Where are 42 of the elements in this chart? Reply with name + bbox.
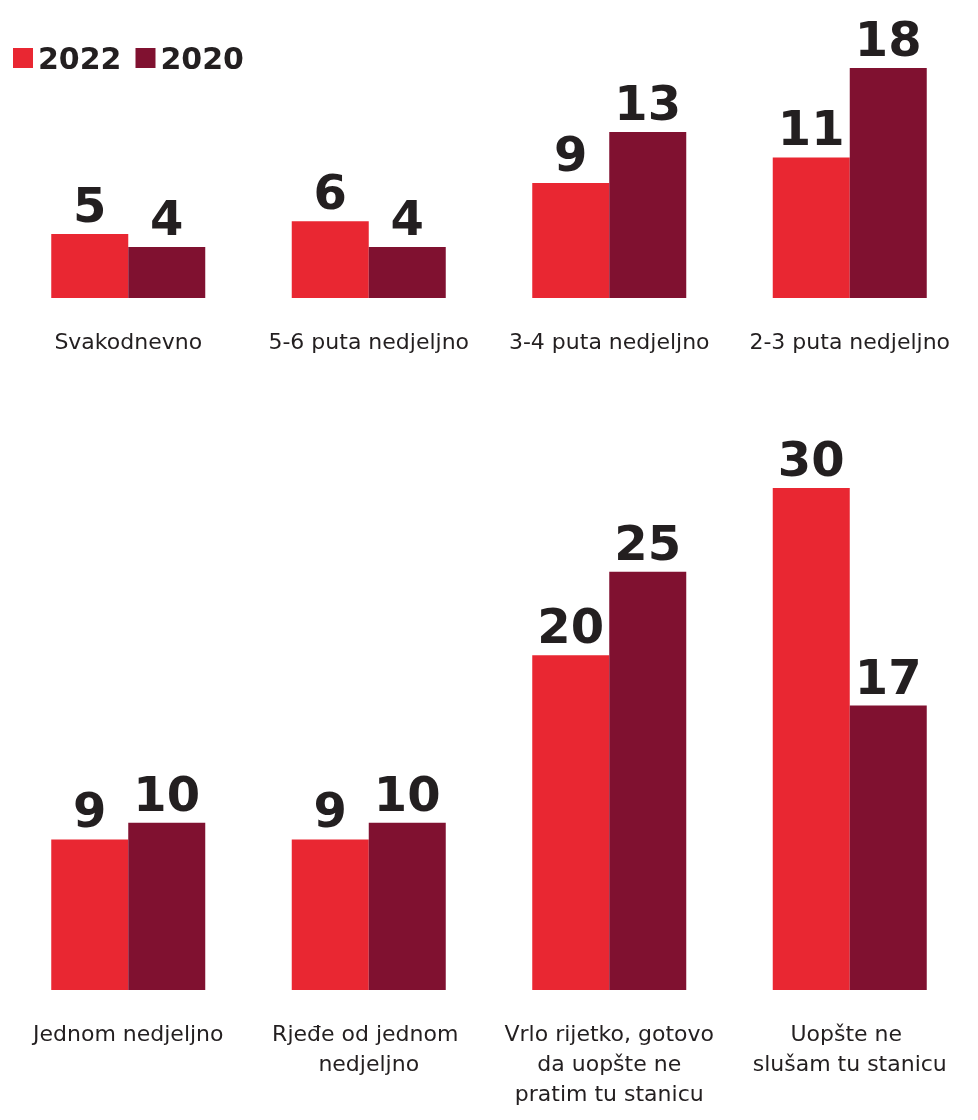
bar xyxy=(532,183,610,298)
data-label: 9 xyxy=(73,782,107,839)
data-label: 4 xyxy=(390,189,424,246)
bar xyxy=(849,68,927,298)
legend-label: 2022 xyxy=(38,40,122,76)
data-label: 13 xyxy=(614,74,682,131)
data-label: 30 xyxy=(777,431,845,487)
data-label: 10 xyxy=(373,765,441,822)
bar xyxy=(51,839,129,990)
data-label: 18 xyxy=(854,11,922,67)
data-label: 20 xyxy=(537,598,605,655)
bar xyxy=(128,822,206,990)
data-label: 9 xyxy=(313,782,347,839)
data-label: 9 xyxy=(554,126,588,182)
data-label: 6 xyxy=(313,164,347,221)
bar xyxy=(772,488,850,990)
bar xyxy=(772,157,850,298)
legend-label: 2020 xyxy=(160,40,244,76)
data-label: 5 xyxy=(73,177,107,234)
x-tick-label: 5-6 puta nedjeljno xyxy=(268,328,470,354)
data-label: 25 xyxy=(614,514,682,571)
bar xyxy=(609,131,687,298)
data-label: 10 xyxy=(133,765,201,822)
data-label: 17 xyxy=(854,648,922,705)
x-tick-label: 3-4 puta nedjeljno xyxy=(508,328,710,354)
bar xyxy=(368,822,446,990)
data-label: 11 xyxy=(777,100,845,157)
x-tick-label: Vrlo rijetko, gotovo da uopšte ne pratim tu stanicu xyxy=(504,1020,714,1106)
bar xyxy=(609,571,687,990)
data-label: 4 xyxy=(150,189,184,246)
x-tick-label: 2-3 puta nedjeljno xyxy=(749,328,951,354)
bar xyxy=(51,234,129,298)
bar xyxy=(291,221,369,298)
x-tick-label: Svakodnevno xyxy=(54,328,203,354)
bar xyxy=(128,246,206,298)
x-tick-label: Rjeđe od jednom nedjeljno xyxy=(272,1020,466,1076)
bar xyxy=(532,655,610,990)
x-tick-label: Uopšte ne slušam tu stanicu xyxy=(752,1020,947,1076)
bar xyxy=(368,246,446,298)
x-tick-label: Jednom nedjeljno xyxy=(30,1020,224,1046)
bar xyxy=(849,705,927,990)
bar xyxy=(291,839,369,990)
